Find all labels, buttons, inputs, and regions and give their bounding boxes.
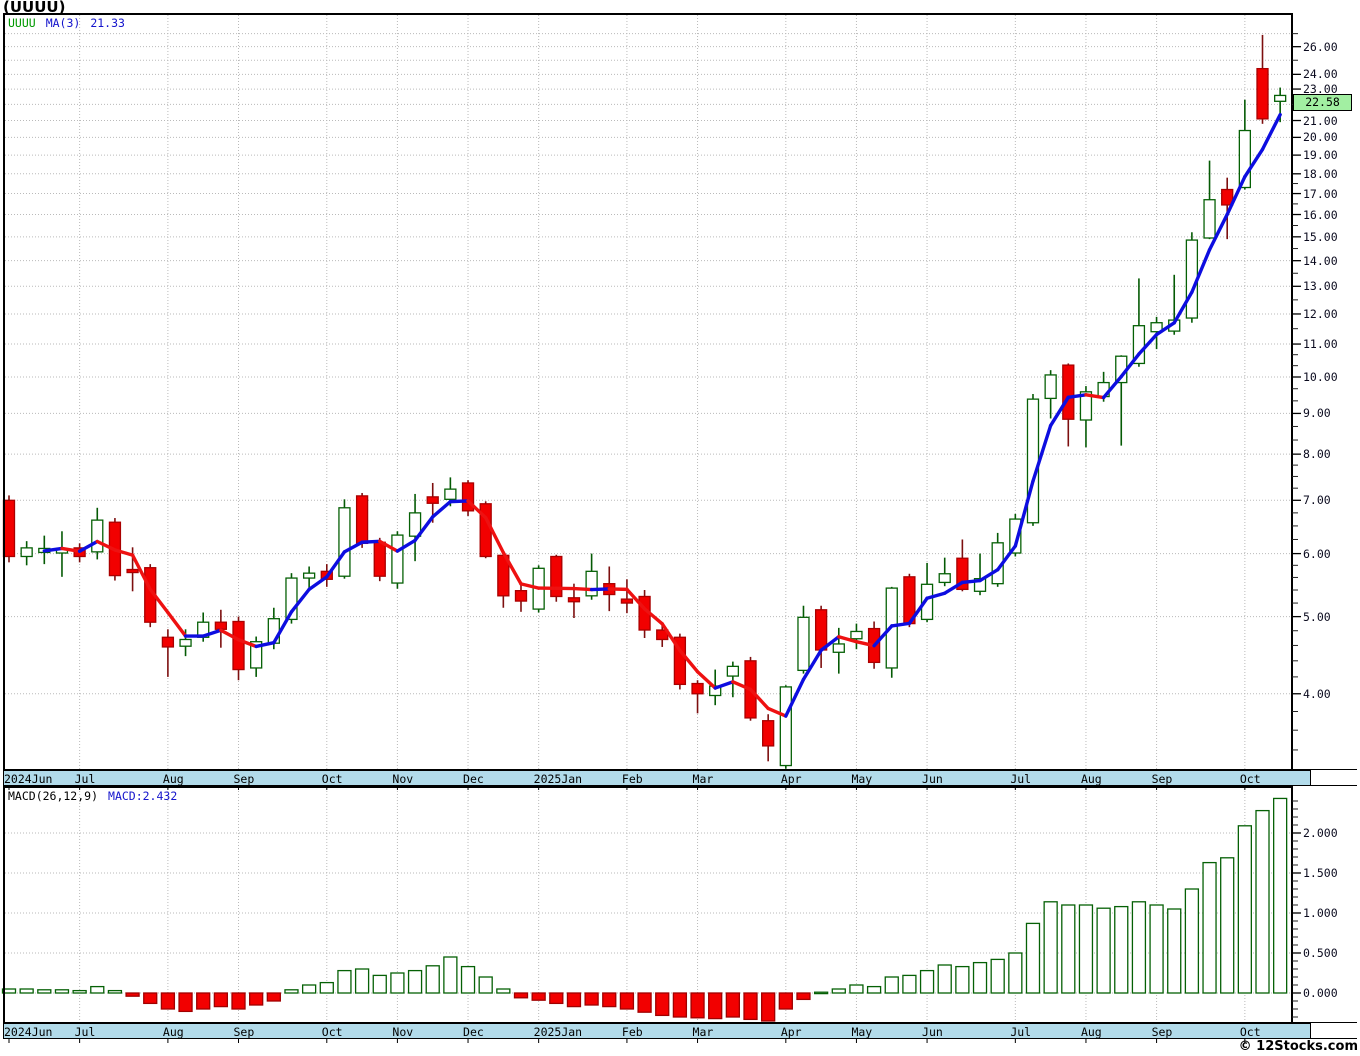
price-axis-label: 8.00 (1303, 447, 1331, 462)
macd-axis-label: 1.500 (1303, 866, 1338, 880)
month-label: May (851, 772, 873, 786)
price-chart-legend: UUUU MA(3) 21.33 (8, 16, 125, 30)
price-axis-label: 5.00 (1303, 609, 1331, 624)
month-label: Apr (780, 772, 802, 786)
price-axis-label: 10.00 (1303, 370, 1338, 384)
macd-histogram (1, 797, 1288, 1022)
price-axis-label: 20.00 (1303, 130, 1338, 145)
price-axis-label: 15.00 (1303, 229, 1338, 244)
month-label: Jul (1010, 1025, 1032, 1039)
month-label: Feb (621, 772, 643, 786)
price-axis-label: 9.00 (1303, 406, 1331, 421)
price-axis-label: 11.00 (1303, 337, 1338, 352)
month-label: Aug (162, 772, 184, 786)
last-price-tag: 22.58 (1293, 94, 1352, 112)
price-axis-label: 23.00 (1303, 82, 1338, 97)
month-label: Jun (922, 772, 943, 786)
month-label: Jul (74, 772, 96, 786)
gridlines (5, 15, 1291, 1022)
month-label: 2025Jan (533, 1025, 583, 1039)
month-label: Jun (922, 1025, 943, 1039)
month-label: 2025Jan (533, 772, 583, 786)
month-label: May (851, 1025, 873, 1039)
legend-symbol: UUUU (8, 16, 36, 30)
month-label: Nov (392, 772, 414, 786)
month-label: Sep (233, 1025, 255, 1039)
month-label: Aug (1080, 1025, 1102, 1039)
price-axis-label: 16.00 (1303, 207, 1338, 222)
price-axis-label: 19.00 (1303, 148, 1338, 163)
month-label: Oct (1239, 772, 1261, 786)
price-axis-label: 13.00 (1303, 279, 1338, 294)
price-axis-label: 12.00 (1303, 307, 1338, 321)
panel-borders-and-ticks (3, 13, 1357, 1043)
month-label: Jul (1010, 772, 1032, 786)
candlestick-series (2, 34, 1287, 769)
month-label: Oct (321, 1025, 343, 1039)
page-title: (UUUU) (3, 0, 66, 16)
month-label: 2024Jun (4, 772, 53, 786)
month-label: Dec (463, 1025, 484, 1039)
month-axis-strip-macd: 2024Jun Jul Aug Sep Oct Nov Dec 2025Jan Feb Mar Ap… (3, 1023, 1311, 1039)
macd-legend: MACD(26,12,9) MACD:2.432 (8, 789, 177, 803)
month-label: Sep (233, 772, 255, 786)
month-label: Aug (1080, 772, 1102, 786)
macd-name: MACD(26,12,9) (8, 789, 99, 803)
copyright-footer: © 12Stocks.com (1238, 1039, 1358, 1054)
month-label: Oct (1239, 1025, 1261, 1039)
month-label: Apr (780, 1025, 802, 1039)
month-label: Mar (692, 772, 714, 786)
legend-ma-label: MA(3) (45, 16, 81, 30)
macd-axis-label: 0.000 (1303, 986, 1338, 1000)
macd-axis-label: 1.000 (1303, 906, 1338, 920)
month-label: Mar (692, 1025, 714, 1039)
price-axis-label: 7.00 (1303, 493, 1331, 508)
month-label: Nov (392, 1025, 414, 1039)
ma3-line (42, 112, 1282, 718)
month-label: Feb (621, 1025, 643, 1039)
price-axis-label: 26.00 (1303, 39, 1338, 54)
month-label: Dec (463, 772, 484, 786)
legend-ma-value: 21.33 (90, 16, 125, 30)
month-label: Sep (1151, 1025, 1173, 1039)
macd-value: MACD:2.432 (108, 789, 178, 803)
price-axis-label: 4.00 (1303, 686, 1331, 701)
price-axis-label: 24.00 (1303, 67, 1338, 82)
month-label: Jul (74, 1025, 96, 1039)
month-label: 2024Jun (4, 1025, 53, 1039)
price-axis-label: 6.00 (1303, 546, 1331, 561)
month-label: Sep (1151, 772, 1173, 786)
price-axis-label: 18.00 (1303, 166, 1338, 181)
macd-axis-label: 0.500 (1303, 946, 1338, 960)
price-axis-label: 21.00 (1303, 113, 1338, 128)
price-axis-label: 14.00 (1303, 253, 1338, 268)
price-axis-label: 17.00 (1303, 186, 1338, 201)
month-axis-strip-price: 2024Jun Jul Aug Sep Oct Nov Dec 2025Jan Feb Mar Ap… (3, 770, 1311, 786)
macd-axis-label: 2.000 (1303, 826, 1338, 840)
month-label: Aug (162, 1025, 184, 1039)
month-label: Oct (321, 772, 343, 786)
